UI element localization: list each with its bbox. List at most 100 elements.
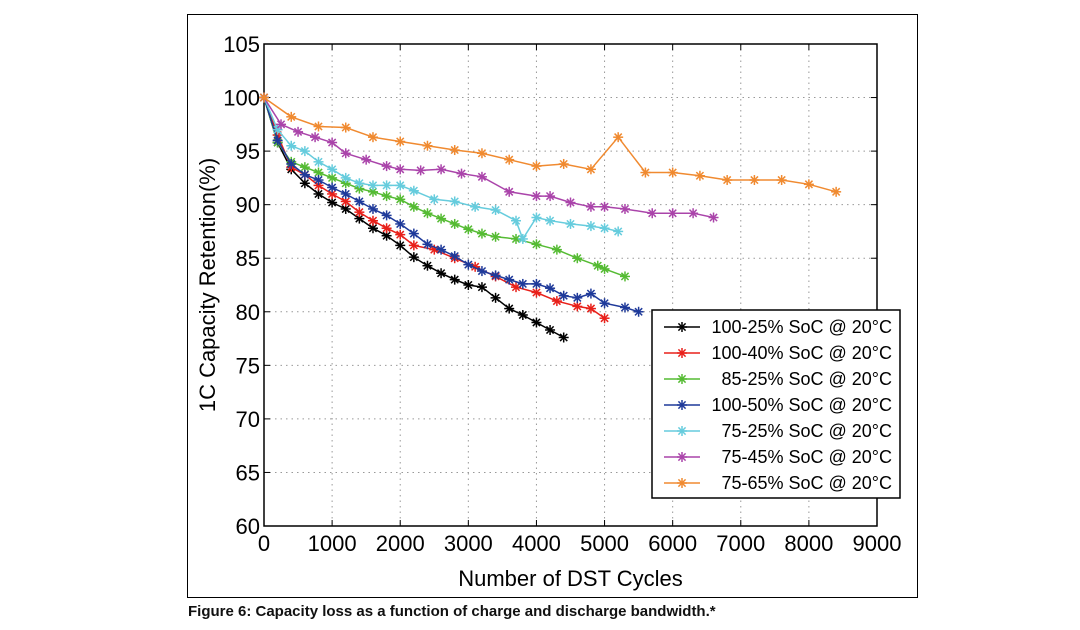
data-point <box>619 302 630 313</box>
data-point <box>565 197 576 208</box>
data-point <box>299 146 310 157</box>
figure-frame <box>187 14 918 598</box>
data-point <box>395 229 406 240</box>
data-point <box>558 290 569 301</box>
data-point <box>476 171 487 182</box>
y-tick-label: 95 <box>236 139 260 164</box>
legend-item: 100-50% SoC @ 20°C <box>664 395 892 415</box>
data-point <box>381 180 392 191</box>
data-point <box>667 167 678 178</box>
x-tick-label: 2000 <box>376 531 425 556</box>
legend-item: 75-25% SoC @ 20°C <box>664 421 892 441</box>
data-point <box>286 158 297 169</box>
legend-box <box>651 309 901 499</box>
data-point <box>694 170 705 181</box>
data-point <box>272 135 283 146</box>
data-point <box>599 223 610 234</box>
data-point <box>619 271 630 282</box>
data-point <box>504 154 515 165</box>
data-point <box>531 239 542 250</box>
data-point <box>531 287 542 298</box>
data-point <box>408 240 419 251</box>
data-point <box>640 167 651 178</box>
legend-label: 75-25% SoC @ 20°C <box>721 421 892 441</box>
data-point <box>572 301 583 312</box>
legend-label: 85-25% SoC @ 20°C <box>721 369 892 389</box>
data-point <box>531 212 542 223</box>
data-point <box>545 191 556 202</box>
x-tick-label: 8000 <box>784 531 833 556</box>
data-point <box>633 306 644 317</box>
data-point <box>367 180 378 191</box>
data-point <box>749 175 760 186</box>
data-point <box>551 296 562 307</box>
data-point <box>436 268 447 279</box>
data-point <box>613 226 624 237</box>
data-point <box>490 270 501 281</box>
x-tick-label: 9000 <box>853 531 902 556</box>
data-point <box>276 119 287 130</box>
data-point <box>585 201 596 212</box>
data-point <box>422 140 433 151</box>
data-point <box>545 283 556 294</box>
x-tick-label: 6000 <box>648 531 697 556</box>
data-point <box>599 263 610 274</box>
x-tick-label: 3000 <box>444 531 493 556</box>
data-point <box>367 203 378 214</box>
series-line <box>263 97 606 319</box>
legend-item: 100-40% SoC @ 20°C <box>664 343 892 363</box>
data-point <box>531 317 542 328</box>
data-point <box>708 212 719 223</box>
data-point <box>449 196 460 207</box>
legend-label: 100-50% SoC @ 20°C <box>711 395 892 415</box>
series-2 <box>259 92 610 324</box>
data-point <box>340 172 351 183</box>
x-tick-label: 5000 <box>580 531 629 556</box>
y-tick-label: 80 <box>236 300 260 325</box>
data-point <box>449 274 460 285</box>
data-point <box>531 191 542 202</box>
data-point <box>476 148 487 159</box>
data-point <box>504 303 515 314</box>
data-point <box>803 179 814 190</box>
data-point <box>408 252 419 263</box>
data-point <box>259 92 269 103</box>
data-point <box>395 136 406 147</box>
legend-label: 100-25% SoC @ 20°C <box>711 317 892 337</box>
data-point <box>476 266 487 277</box>
data-point <box>599 201 610 212</box>
data-point <box>463 259 474 270</box>
y-tick-label: 65 <box>236 460 260 485</box>
axis-ticks: 0 1000 2000 3000 4000 5000 6000 7000 8000 9000 60 6… <box>223 32 901 556</box>
y-tick-label: 70 <box>236 407 260 432</box>
legend-marker <box>677 400 687 410</box>
legend-item: 85-25% SoC @ 20°C <box>664 369 892 389</box>
data-point <box>531 278 542 289</box>
legend-label: 75-45% SoC @ 20°C <box>721 447 892 467</box>
data-point <box>395 180 406 191</box>
data-point <box>572 292 583 303</box>
data-point <box>340 188 351 199</box>
data-point <box>463 280 474 290</box>
data-point <box>354 196 365 207</box>
data-point <box>381 161 392 172</box>
data-point <box>286 140 297 151</box>
x-axis-title: Number of DST Cycles <box>458 566 683 591</box>
legend-marker <box>677 452 687 462</box>
data-point <box>367 215 378 226</box>
data-point <box>647 208 658 219</box>
data-point <box>667 208 678 219</box>
legend-marker <box>677 478 687 488</box>
data-point <box>456 168 467 179</box>
legend-marker <box>677 426 687 436</box>
data-point <box>408 185 419 196</box>
data-point <box>585 303 596 314</box>
x-tick-label: 7000 <box>716 531 765 556</box>
data-point <box>429 194 440 205</box>
data-point <box>449 251 460 262</box>
y-tick-label: 90 <box>236 193 260 218</box>
y-tick-label: 85 <box>236 246 260 271</box>
data-point <box>395 164 406 175</box>
data-point <box>395 240 406 251</box>
data-point <box>558 158 569 169</box>
